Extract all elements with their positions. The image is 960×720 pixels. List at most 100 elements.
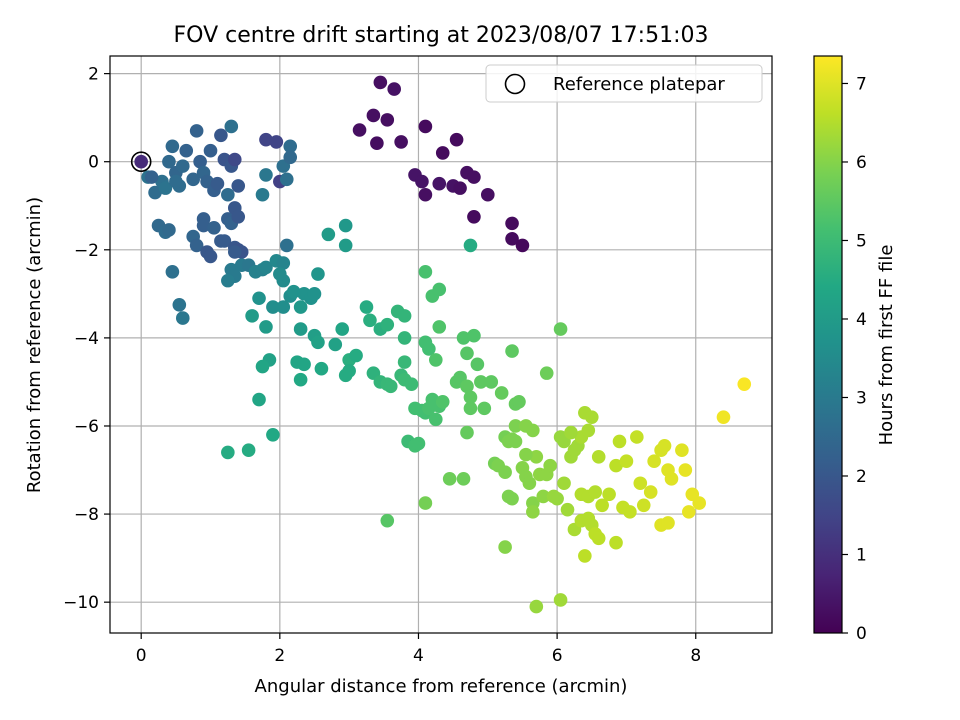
data-point [429, 353, 443, 367]
data-point [293, 300, 308, 314]
data-point [463, 238, 478, 253]
data-point [266, 427, 280, 442]
data-point [480, 187, 495, 202]
data-point [221, 273, 235, 288]
data-point [737, 377, 752, 391]
chart-title: FOV centre drift starting at 2023/08/07 … [174, 23, 709, 48]
data-point [557, 476, 571, 491]
data-point [214, 128, 228, 143]
legend: Reference platepar [485, 64, 763, 103]
data-point [560, 502, 575, 517]
data-point [189, 238, 204, 253]
data-point [217, 234, 232, 248]
data-point [505, 216, 519, 231]
data-point [383, 379, 398, 394]
data-point [227, 152, 242, 167]
data-point [158, 181, 173, 195]
data-point [584, 410, 599, 424]
colorbar-frame [813, 55, 843, 634]
data-point [311, 335, 325, 350]
data-point [442, 472, 457, 486]
data-point [581, 423, 596, 438]
data-point [193, 154, 207, 169]
data-point [588, 485, 603, 499]
data-point [675, 443, 689, 458]
data-point [664, 472, 679, 486]
data-point [477, 401, 492, 416]
data-point [210, 176, 225, 191]
data-point [227, 245, 242, 259]
data-point [474, 375, 488, 389]
data-point [252, 291, 266, 306]
data-point [512, 394, 526, 409]
data-point [169, 174, 183, 189]
data-point [429, 412, 443, 427]
data-point [602, 487, 616, 502]
data-point [307, 287, 322, 301]
colorbar-tick-label: 5 [856, 231, 867, 251]
data-point [494, 386, 509, 400]
data-point [255, 187, 270, 202]
data-point [338, 218, 353, 233]
data-point [144, 170, 159, 184]
data-point [418, 187, 433, 202]
data-point [311, 267, 325, 281]
data-point [505, 231, 519, 246]
data-point [276, 300, 291, 314]
data-point [370, 136, 384, 151]
x-tick-label: 8 [690, 646, 701, 666]
x-tick-label: 6 [552, 646, 563, 666]
data-point [186, 172, 200, 187]
data-point [380, 113, 395, 127]
colorbar-tick-label: 3 [856, 388, 867, 408]
data-point [134, 154, 148, 169]
data-point [231, 179, 246, 193]
data-point [553, 593, 568, 607]
x-tick-label: 4 [413, 646, 424, 666]
data-point [591, 450, 606, 464]
data-point [505, 344, 519, 358]
data-point [162, 223, 176, 237]
data-point [203, 249, 218, 264]
data-point [647, 454, 661, 469]
legend-reference-marker [504, 73, 526, 95]
data-point [165, 265, 180, 279]
x-axis-label: Angular distance from reference (arcmin) [255, 676, 628, 697]
data-point [636, 498, 651, 513]
data-point [380, 513, 395, 528]
data-point [567, 443, 582, 458]
data-point [165, 139, 180, 154]
reference-marker [130, 151, 152, 173]
data-point [189, 124, 204, 138]
data-point [467, 328, 481, 343]
y-tick-label: −2 [74, 241, 99, 261]
data-point [259, 132, 273, 147]
data-point [397, 355, 412, 369]
data-point [519, 447, 533, 462]
data-point [179, 143, 194, 158]
data-point [612, 434, 627, 449]
data-point [297, 357, 311, 372]
y-tick-label: −8 [74, 505, 99, 525]
x-tick-label: 2 [274, 646, 285, 666]
legend-entry-reference: Reference platepar [553, 74, 725, 95]
y-axis-ticks: −10 −8 −6 −4 −2 0 2 [63, 65, 110, 613]
data-point [456, 472, 471, 486]
data-point [515, 238, 530, 253]
data-point [529, 450, 544, 464]
data-point [526, 423, 540, 438]
data-point [245, 309, 259, 323]
data-point [342, 364, 356, 378]
data-point [522, 476, 537, 491]
data-point [432, 320, 447, 334]
data-point [259, 320, 273, 334]
colorbar-ticks: 0 1 2 3 4 5 6 7 [842, 74, 867, 644]
data-point [338, 238, 353, 253]
data-point [418, 119, 433, 134]
colorbar-tick-label: 2 [856, 467, 867, 487]
data-point [505, 491, 519, 506]
scatter-plot-area: 0 2 4 6 8 −10 −8 −6 −4 −2 0 2 [63, 55, 773, 666]
data-point [623, 505, 637, 519]
data-point [432, 176, 447, 191]
